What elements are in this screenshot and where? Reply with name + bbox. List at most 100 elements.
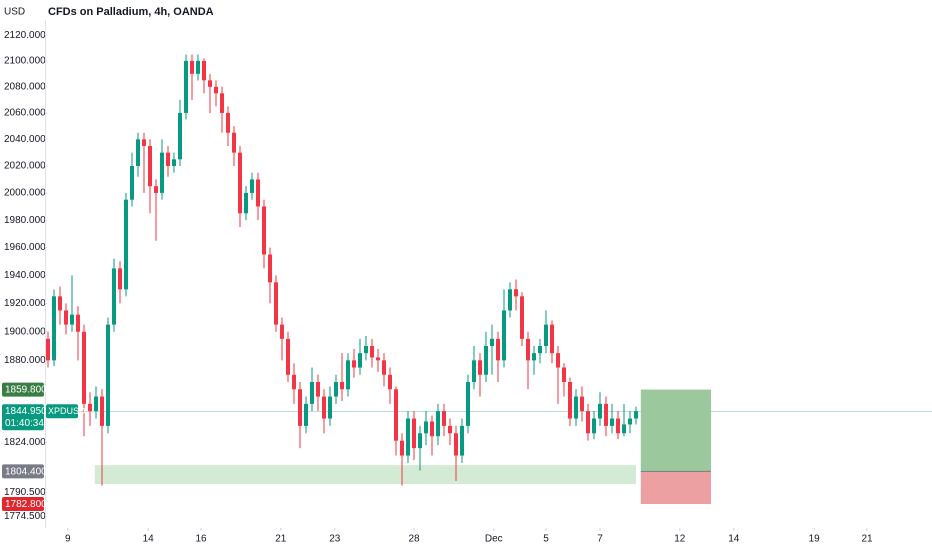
candle-body: [478, 360, 482, 375]
candle-body: [352, 360, 356, 368]
candle-body: [610, 418, 614, 426]
candle-body: [382, 360, 386, 375]
candle-body: [130, 166, 134, 200]
candle-body: [148, 145, 152, 187]
candle-body: [424, 421, 428, 434]
x-tick-label: Dec: [485, 534, 503, 545]
candle-body: [580, 396, 584, 412]
y-tick-label: 1900.000: [4, 326, 46, 337]
candle-body: [460, 425, 464, 456]
candle-body: [238, 152, 242, 214]
price-marker: [2, 382, 44, 397]
candle-body: [406, 418, 410, 456]
candle-body: [88, 403, 92, 412]
x-tick-label: 23: [329, 534, 341, 545]
candle-body: [328, 396, 332, 419]
candle-body: [526, 338, 530, 361]
candle-body: [364, 345, 368, 354]
candle-body: [196, 60, 200, 74]
candle-body: [118, 268, 122, 290]
candle-body: [358, 353, 362, 368]
support-zone: [94, 465, 637, 485]
candle-body: [64, 310, 68, 325]
y-tick-label: 1824.000: [4, 437, 46, 448]
candle-body: [550, 324, 554, 354]
candle-body: [190, 60, 194, 74]
candle-body: [304, 403, 308, 426]
candle-body: [160, 152, 164, 193]
countdown-label: 01:40:34: [5, 418, 44, 429]
candle-body: [346, 360, 350, 390]
y-tick-label: 2120.000: [4, 30, 46, 41]
candle-body: [310, 382, 314, 404]
candle-body: [502, 310, 506, 361]
candle-body: [574, 396, 578, 419]
candle-body: [394, 389, 398, 441]
candle-body: [454, 433, 458, 456]
candle-body: [370, 345, 374, 358]
candle-body: [184, 60, 188, 113]
candle-body: [58, 296, 62, 311]
x-tick-label: 28: [408, 534, 420, 545]
candle-body: [538, 345, 542, 354]
price-marker-label: 1859.800: [5, 385, 47, 396]
x-tick-label: 19: [809, 534, 821, 545]
candle-body: [256, 179, 260, 207]
candle-body: [598, 403, 602, 419]
candle-body: [466, 382, 470, 426]
candle-body: [286, 338, 290, 375]
candle-body: [376, 357, 380, 361]
candle-body: [436, 411, 440, 437]
y-tick-label: 1980.000: [4, 215, 46, 226]
candle-body: [268, 254, 272, 283]
candle-body: [82, 331, 86, 404]
price-marker: [2, 496, 44, 511]
candle-body: [274, 282, 278, 325]
candle-body: [592, 418, 596, 434]
candle-body: [604, 403, 608, 426]
candle-body: [316, 382, 320, 397]
candle-body: [340, 382, 344, 390]
candle-body: [532, 353, 536, 361]
candle-body: [220, 93, 224, 113]
candle-body: [214, 86, 218, 94]
candle-body: [562, 367, 566, 383]
candle-body: [490, 338, 494, 346]
x-tick-label: 21: [275, 534, 287, 545]
candle-body: [136, 139, 140, 167]
candle-body: [412, 418, 416, 449]
candle-body: [556, 353, 560, 368]
symbol-tag: [46, 404, 78, 419]
x-tick-label: 21: [861, 534, 873, 545]
candle-body: [142, 139, 146, 146]
candle-body: [70, 314, 74, 325]
x-tick-label: 14: [728, 534, 740, 545]
candle-body: [448, 425, 452, 434]
candle-body: [388, 374, 392, 390]
loss-zone: [640, 471, 711, 504]
y-tick-label: 2020.000: [4, 161, 46, 172]
x-tick-label: 12: [674, 534, 686, 545]
candle-body: [616, 418, 620, 434]
candle-body: [292, 374, 296, 390]
candle-body: [442, 411, 446, 426]
candle-body: [520, 296, 524, 339]
candle-body: [166, 152, 170, 167]
candle-body: [172, 159, 176, 167]
y-tick-label: 2000.000: [4, 188, 46, 199]
candle-body: [322, 396, 326, 419]
symbol-label: XPDUSD: [48, 406, 86, 416]
candle-body: [634, 411, 638, 419]
price-marker-label: 1804.400: [5, 467, 47, 478]
currency-label: USD: [4, 7, 25, 18]
candle-body: [628, 418, 632, 425]
candle-body: [100, 396, 104, 426]
y-tick-label: 1880.000: [4, 355, 46, 366]
candle-body: [124, 199, 128, 290]
candle-body: [226, 112, 230, 133]
candle-body: [298, 389, 302, 426]
candle-body: [46, 338, 50, 361]
candle-body: [76, 314, 80, 332]
y-tick-label: 1920.000: [4, 298, 46, 309]
